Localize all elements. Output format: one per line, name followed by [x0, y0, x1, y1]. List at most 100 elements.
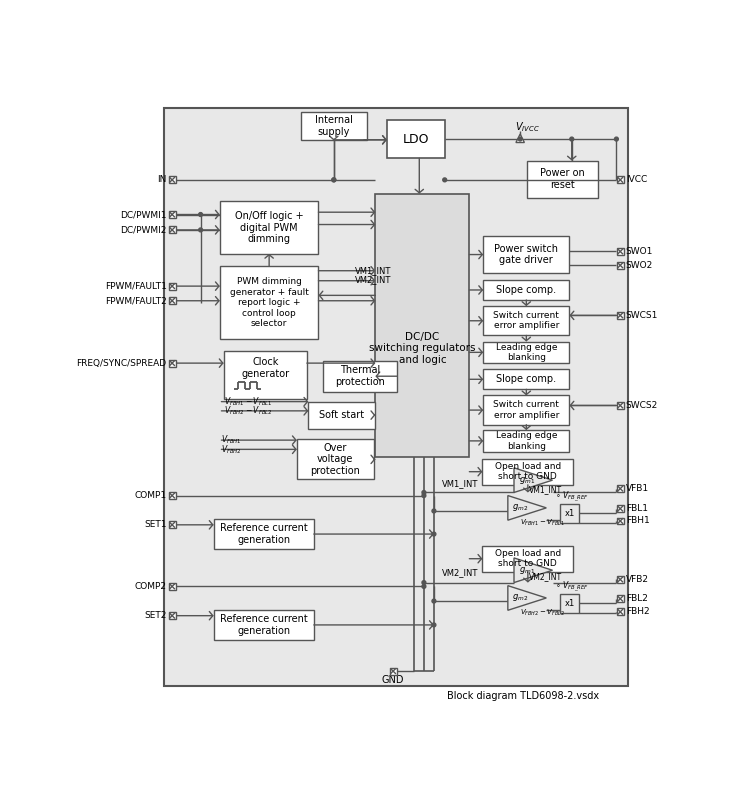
Circle shape: [432, 600, 436, 603]
Text: PWM dimming
generator + fault
report logic +
control loop
selector: PWM dimming generator + fault report log…: [229, 278, 309, 328]
Text: SET1: SET1: [144, 520, 166, 529]
Text: VM1_INT: VM1_INT: [529, 485, 562, 494]
Polygon shape: [514, 468, 553, 492]
Bar: [169, 211, 175, 218]
Bar: [169, 297, 175, 305]
Circle shape: [518, 137, 522, 141]
Bar: [617, 608, 624, 615]
Text: DC/PWMI2: DC/PWMI2: [121, 225, 166, 235]
Text: Slope comp.: Slope comp.: [497, 374, 556, 385]
FancyBboxPatch shape: [483, 430, 570, 452]
FancyBboxPatch shape: [560, 594, 579, 613]
Text: SET2: SET2: [144, 611, 166, 620]
Text: $V_{FBH2}-V_{FBL2}$: $V_{FBH2}-V_{FBL2}$: [520, 608, 565, 619]
Bar: [169, 282, 175, 289]
Text: $V_{FBH1}-V_{FBL1}$: $V_{FBH1}-V_{FBL1}$: [520, 518, 565, 528]
Bar: [617, 576, 624, 583]
Text: Switch current
error amplifier: Switch current error amplifier: [494, 400, 559, 419]
Polygon shape: [508, 586, 546, 611]
Text: VM2_INT: VM2_INT: [529, 572, 562, 581]
Text: $V_{FBH1} - V_{FBL1}$: $V_{FBH1} - V_{FBL1}$: [224, 396, 273, 408]
Text: FPWM/FAULT2: FPWM/FAULT2: [105, 297, 166, 305]
Text: Slope comp.: Slope comp.: [497, 285, 556, 295]
Bar: [169, 612, 175, 619]
Bar: [169, 176, 175, 183]
FancyBboxPatch shape: [214, 610, 314, 640]
FancyBboxPatch shape: [214, 519, 314, 550]
Circle shape: [443, 178, 447, 182]
Polygon shape: [508, 496, 546, 520]
Bar: [617, 505, 624, 512]
Text: $V_{IVCC}$: $V_{IVCC}$: [515, 121, 539, 134]
Text: VM2_INT: VM2_INT: [355, 275, 391, 285]
Text: x1: x1: [565, 599, 574, 608]
Text: SWCS2: SWCS2: [625, 401, 658, 410]
FancyBboxPatch shape: [300, 112, 367, 140]
Bar: [617, 402, 624, 409]
Text: $\circ$ $V_{FB\_REF}$: $\circ$ $V_{FB\_REF}$: [555, 490, 589, 504]
Text: FBH1: FBH1: [625, 516, 650, 526]
Text: LDO: LDO: [403, 132, 429, 146]
Text: FREQ/SYNC/SPREAD: FREQ/SYNC/SPREAD: [77, 358, 166, 368]
Circle shape: [332, 178, 336, 182]
Text: DC/DC
switching regulators
and logic: DC/DC switching regulators and logic: [369, 332, 476, 365]
FancyBboxPatch shape: [483, 236, 570, 273]
Text: VM1_INT: VM1_INT: [355, 266, 391, 275]
Text: GND: GND: [382, 675, 404, 684]
Text: $V_{FBH2} - V_{FBL2}$: $V_{FBH2} - V_{FBL2}$: [224, 404, 273, 417]
Text: Internal
supply: Internal supply: [315, 115, 353, 136]
FancyBboxPatch shape: [220, 201, 318, 254]
Text: DC/PWMI1: DC/PWMI1: [120, 210, 166, 219]
FancyBboxPatch shape: [483, 280, 570, 300]
Polygon shape: [514, 558, 553, 583]
FancyBboxPatch shape: [223, 351, 307, 399]
Text: $g_{m1}$: $g_{m1}$: [519, 565, 535, 576]
Text: $g_{m2}$: $g_{m2}$: [513, 503, 528, 513]
Bar: [617, 596, 624, 602]
FancyBboxPatch shape: [483, 396, 570, 425]
Text: VFB2: VFB2: [625, 575, 649, 584]
FancyBboxPatch shape: [220, 266, 318, 339]
Text: FBL1: FBL1: [625, 504, 648, 513]
Text: VM1_INT: VM1_INT: [443, 480, 479, 488]
Text: x1: x1: [565, 509, 574, 518]
Text: SWO2: SWO2: [625, 261, 653, 270]
Bar: [169, 360, 175, 366]
Circle shape: [432, 532, 436, 536]
Bar: [390, 668, 397, 675]
Polygon shape: [516, 134, 525, 143]
Text: FPWM/FAULT1: FPWM/FAULT1: [105, 282, 166, 290]
Text: Reference current
generation: Reference current generation: [220, 523, 308, 545]
Text: $g_{m1}$: $g_{m1}$: [519, 475, 535, 485]
Bar: [617, 518, 624, 524]
Text: $g_{m2}$: $g_{m2}$: [513, 592, 528, 603]
FancyBboxPatch shape: [323, 361, 397, 392]
Bar: [617, 176, 624, 183]
Bar: [617, 312, 624, 319]
Circle shape: [422, 491, 425, 494]
Circle shape: [198, 228, 203, 232]
FancyBboxPatch shape: [375, 193, 469, 457]
Text: SWCS1: SWCS1: [625, 311, 658, 320]
Text: VFB1: VFB1: [625, 485, 649, 493]
Bar: [617, 262, 624, 269]
Circle shape: [422, 493, 425, 497]
Text: VM2_INT: VM2_INT: [443, 568, 479, 577]
FancyBboxPatch shape: [297, 439, 374, 480]
Text: Thermal
protection: Thermal protection: [335, 366, 385, 387]
Circle shape: [332, 178, 336, 182]
Text: COMP2: COMP2: [135, 582, 166, 591]
Circle shape: [198, 213, 203, 216]
Text: $\circ$ $V_{FB\_REF}$: $\circ$ $V_{FB\_REF}$: [555, 579, 589, 594]
Text: Over
voltage
protection: Over voltage protection: [310, 442, 360, 476]
FancyBboxPatch shape: [309, 401, 374, 428]
FancyBboxPatch shape: [560, 504, 579, 523]
Text: Leading edge
blanking: Leading edge blanking: [496, 431, 557, 450]
Text: $V_{FBH1}$: $V_{FBH1}$: [221, 434, 242, 446]
Text: FBL2: FBL2: [625, 594, 648, 603]
Text: $V_{FBH2}$: $V_{FBH2}$: [221, 443, 242, 456]
Circle shape: [570, 137, 574, 141]
Bar: [169, 521, 175, 528]
Text: Power on
reset: Power on reset: [540, 168, 585, 190]
Text: Open load and
short to GND: Open load and short to GND: [495, 549, 561, 569]
